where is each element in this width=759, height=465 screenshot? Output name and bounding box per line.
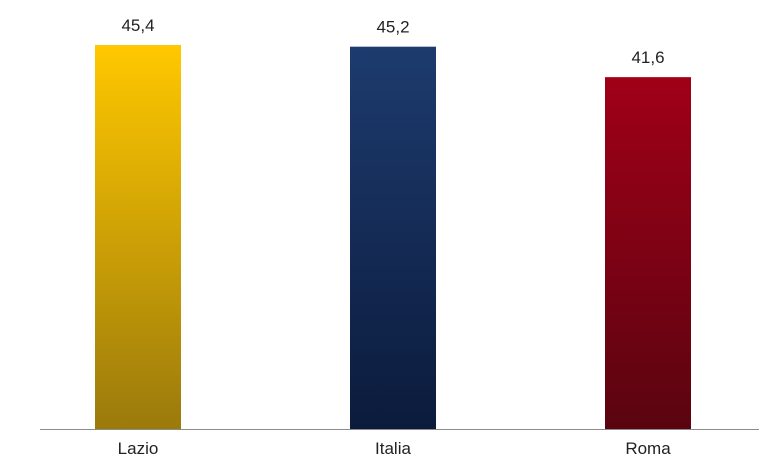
category-label-lazio: Lazio <box>118 439 159 458</box>
category-label-roma: Roma <box>625 439 671 458</box>
bar-roma <box>605 77 691 430</box>
bar-lazio <box>95 45 181 429</box>
bar-italia <box>350 46 436 430</box>
value-labels-group: 45,4 45,2 41,6 <box>121 16 664 67</box>
category-labels-group: Lazio Italia Roma <box>118 439 672 458</box>
category-label-italia: Italia <box>375 439 411 458</box>
value-label-roma: 41,6 <box>631 48 664 67</box>
value-label-lazio: 45,4 <box>121 16 154 35</box>
bars-group <box>95 45 691 430</box>
value-label-italia: 45,2 <box>376 18 409 37</box>
